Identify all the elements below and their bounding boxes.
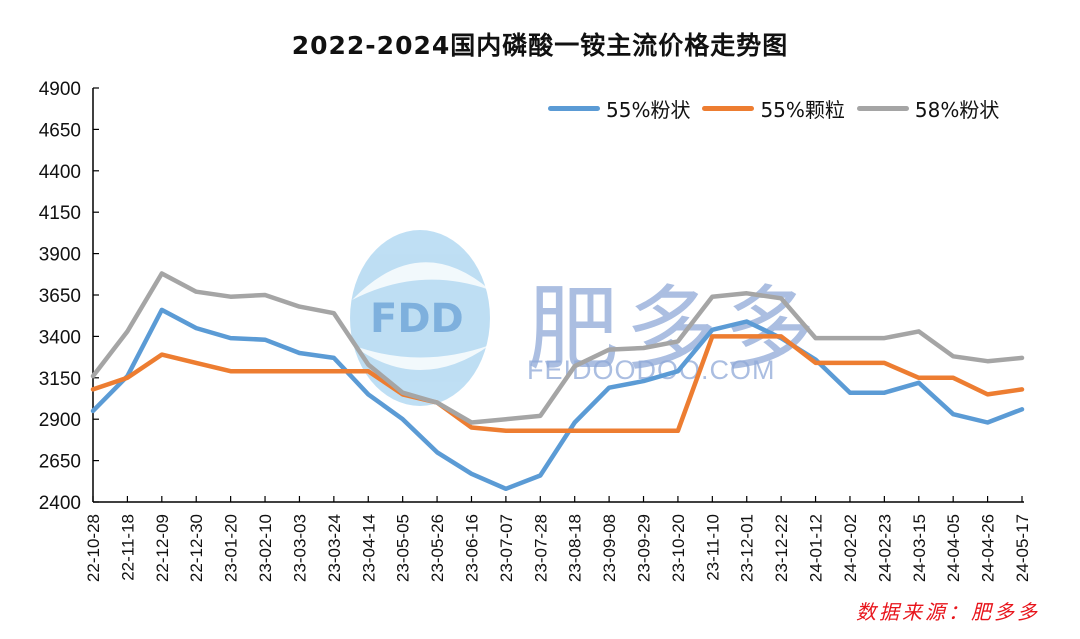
legend-swatch	[702, 106, 755, 111]
svg-text:3900: 3900	[39, 245, 81, 266]
source-note: 数据来源：肥多多	[856, 600, 1040, 624]
chart-legend: 55%粉状 55%颗粒 58%粉状	[548, 94, 1011, 123]
legend-label: 58%粉状	[914, 98, 1000, 122]
svg-text:23-07-28: 23-07-28	[531, 514, 550, 582]
legend-item-55-granular: 55%颗粒	[702, 94, 845, 123]
legend-item-55-powder: 55%粉状	[548, 94, 690, 123]
svg-text:23-12-22: 23-12-22	[772, 514, 791, 582]
legend-swatch	[548, 106, 600, 111]
svg-text:24-02-02: 24-02-02	[841, 514, 860, 582]
svg-text:23-05-05: 23-05-05	[394, 514, 413, 582]
svg-text:23-08-18: 23-08-18	[566, 514, 585, 582]
svg-text:23-09-29: 23-09-29	[635, 514, 654, 582]
watermark-logo-text: FDD	[370, 296, 464, 342]
legend-label: 55%颗粒	[760, 98, 845, 122]
svg-text:4650: 4650	[39, 120, 81, 141]
svg-text:23-06-16: 23-06-16	[462, 514, 481, 582]
svg-text:24-01-12: 24-01-12	[807, 514, 826, 582]
svg-text:24-02-23: 24-02-23	[875, 514, 894, 582]
svg-text:4900: 4900	[39, 79, 81, 100]
svg-text:2650: 2650	[39, 452, 81, 473]
svg-text:22-12-09: 22-12-09	[153, 514, 172, 582]
svg-text:23-05-26: 23-05-26	[428, 514, 447, 582]
svg-text:3400: 3400	[39, 327, 81, 348]
svg-text:2900: 2900	[39, 410, 81, 431]
svg-text:4400: 4400	[39, 162, 81, 183]
svg-text:23-01-20: 23-01-20	[222, 514, 241, 582]
svg-text:23-07-07: 23-07-07	[497, 514, 516, 582]
svg-text:23-02-10: 23-02-10	[256, 514, 275, 582]
svg-text:23-04-14: 23-04-14	[359, 514, 378, 582]
legend-swatch	[856, 106, 909, 111]
svg-text:3150: 3150	[39, 369, 81, 390]
svg-text:24-04-26: 24-04-26	[979, 514, 998, 582]
chart-title: 2022-2024国内磷酸一铵主流价格走势图	[291, 31, 789, 60]
legend-label: 55%粉状	[606, 98, 691, 122]
svg-text:4150: 4150	[39, 203, 81, 224]
svg-text:23-03-03: 23-03-03	[290, 514, 309, 582]
legend-item-58-powder: 58%粉状	[856, 94, 1000, 123]
chart-lines	[90, 271, 1025, 492]
svg-text:3650: 3650	[39, 286, 81, 307]
svg-text:24-05-17: 24-05-17	[1013, 514, 1032, 582]
svg-text:24-04-05: 24-04-05	[944, 514, 963, 582]
svg-text:23-10-20: 23-10-20	[669, 514, 688, 582]
svg-text:22-10-28: 22-10-28	[84, 514, 103, 582]
svg-text:22-11-18: 22-11-18	[118, 514, 137, 581]
svg-text:2400: 2400	[39, 493, 81, 514]
svg-text:23-03-24: 23-03-24	[325, 514, 344, 582]
svg-text:23-12-01: 23-12-01	[738, 514, 757, 582]
svg-text:22-12-30: 22-12-30	[187, 514, 206, 582]
svg-text:24-03-15: 24-03-15	[910, 514, 929, 582]
chart-axes: 2400 2650 2900 3150 3400 3650 3900 4150 4400 4650…	[39, 79, 1032, 582]
svg-text:23-11-10: 23-11-10	[703, 514, 722, 581]
svg-text:23-09-08: 23-09-08	[600, 514, 619, 582]
